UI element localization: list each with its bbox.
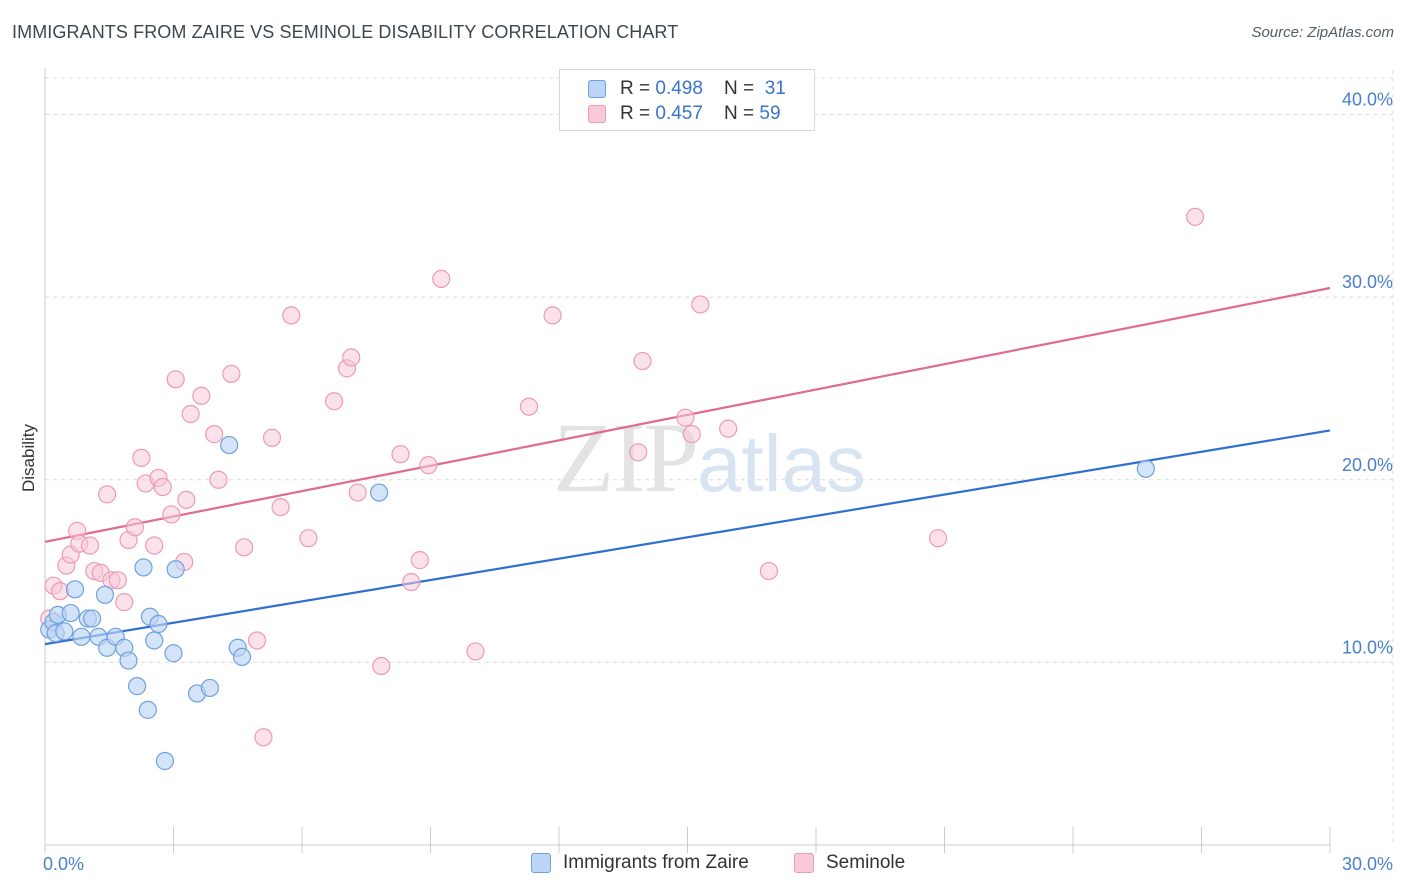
zaire-point — [65, 580, 85, 599]
grid-layer — [45, 70, 1395, 845]
seminole-point — [928, 529, 948, 548]
zaire-point — [149, 614, 168, 634]
y-tick-label: 10.0% — [1342, 637, 1393, 657]
zaire-point — [155, 751, 175, 771]
y-tick-label: 20.0% — [1342, 455, 1393, 475]
y-axis-label: Disability — [19, 423, 38, 492]
legend-r-label: R = — [620, 103, 656, 124]
zaire-point — [83, 609, 102, 628]
legend-swatch-seminole — [588, 105, 606, 123]
y-tick-label: 30.0% — [1342, 272, 1393, 292]
seminole-point — [325, 392, 344, 411]
y-tick-label: 40.0% — [1342, 90, 1393, 110]
zaire-point — [72, 627, 91, 646]
x-tick-label: 30.0% — [1342, 854, 1393, 874]
zaire-point — [370, 483, 389, 502]
legend-r-value-seminole: 0.457 — [655, 103, 703, 124]
seminole-point — [391, 445, 410, 464]
zaire-point — [55, 622, 74, 641]
zaire-point — [61, 603, 80, 623]
bottom-legend-label-zaire: Immigrants from Zaire — [563, 852, 749, 873]
seminole-point — [342, 348, 361, 367]
seminole-point — [98, 485, 117, 504]
bottom-legend-label-seminole: Seminole — [826, 852, 906, 873]
zaire-point — [164, 644, 183, 663]
legend-n-value-zaire: 31 — [764, 78, 786, 99]
seminole-point — [432, 269, 451, 288]
seminole-point — [410, 551, 429, 570]
zaire-point — [138, 700, 157, 719]
zaire-points — [40, 435, 1155, 771]
axis-layer — [44, 68, 1331, 853]
seminole-point — [132, 448, 151, 467]
seminole-point — [519, 397, 539, 416]
zaire-point — [220, 435, 239, 455]
seminole-point — [222, 364, 241, 383]
seminole-point — [247, 631, 267, 650]
seminole-point — [166, 370, 185, 389]
seminole-point — [759, 561, 778, 581]
seminole-point — [419, 456, 438, 475]
zaire-trend-line — [44, 429, 1331, 646]
legend-r-label: R = — [620, 78, 656, 99]
zaire-point — [127, 677, 147, 696]
source-label: Source: ZipAtlas.com — [1251, 24, 1394, 41]
seminole-point — [235, 538, 254, 557]
zaire-point — [95, 585, 115, 604]
legend-n-label: N = — [724, 103, 760, 124]
zaire-point — [200, 678, 220, 698]
zaire-point — [119, 651, 138, 670]
seminole-point — [633, 351, 652, 371]
bottom-legend-swatch-zaire — [531, 853, 551, 873]
seminole-point — [282, 306, 301, 325]
seminole-point — [205, 425, 224, 444]
seminole-point — [299, 529, 318, 548]
correlation-legend: R = 0.498 N = 31 R = 0.457 N = 59 — [559, 69, 815, 131]
seminole-point — [153, 477, 172, 497]
seminole-point — [50, 582, 70, 601]
seminole-point — [162, 505, 181, 524]
legend-r-value-zaire: 0.498 — [655, 78, 703, 99]
seminole-point — [177, 490, 196, 509]
seminole-point — [254, 728, 273, 747]
zaire-point — [1136, 459, 1155, 478]
seminole-point — [402, 572, 421, 592]
seminole-point — [115, 593, 134, 612]
zaire-point — [134, 558, 153, 577]
legend-swatch-zaire — [588, 80, 606, 98]
seminole-point — [719, 419, 738, 438]
zaire-point — [145, 631, 164, 650]
seminole-point — [181, 404, 200, 424]
seminole-point — [145, 536, 164, 555]
seminole-point — [1185, 207, 1205, 226]
legend-n-value-seminole: 59 — [759, 103, 781, 124]
seminole-point — [125, 518, 145, 537]
bottom-legend-swatch-seminole — [794, 853, 814, 873]
watermark-zip: ZIP — [553, 402, 699, 513]
seminole-point — [682, 425, 701, 444]
seminole-point — [271, 498, 290, 517]
seminole-points — [40, 207, 1205, 747]
seminole-point — [372, 656, 391, 676]
seminole-point — [348, 483, 367, 502]
seminole-point — [676, 408, 695, 427]
seminole-point — [192, 386, 211, 405]
seminole-point — [209, 470, 228, 489]
chart-title: IMMIGRANTS FROM ZAIRE VS SEMINOLE DISABI… — [12, 22, 679, 42]
zaire-point — [166, 560, 185, 579]
legend-n-label: N = — [724, 78, 760, 99]
seminole-point — [80, 536, 100, 555]
seminole-point — [262, 428, 282, 447]
x-tick-label: 0.0% — [43, 854, 84, 874]
seminole-point — [543, 306, 562, 325]
seminole-point — [108, 571, 127, 590]
zaire-point — [232, 647, 252, 667]
seminole-point — [466, 642, 485, 661]
label-layer: 10.0% 20.0% 30.0% 40.0% 0.0% 30.0% Disability — [19, 90, 1393, 874]
seminole-point — [629, 443, 648, 462]
seminole-point — [691, 295, 710, 314]
